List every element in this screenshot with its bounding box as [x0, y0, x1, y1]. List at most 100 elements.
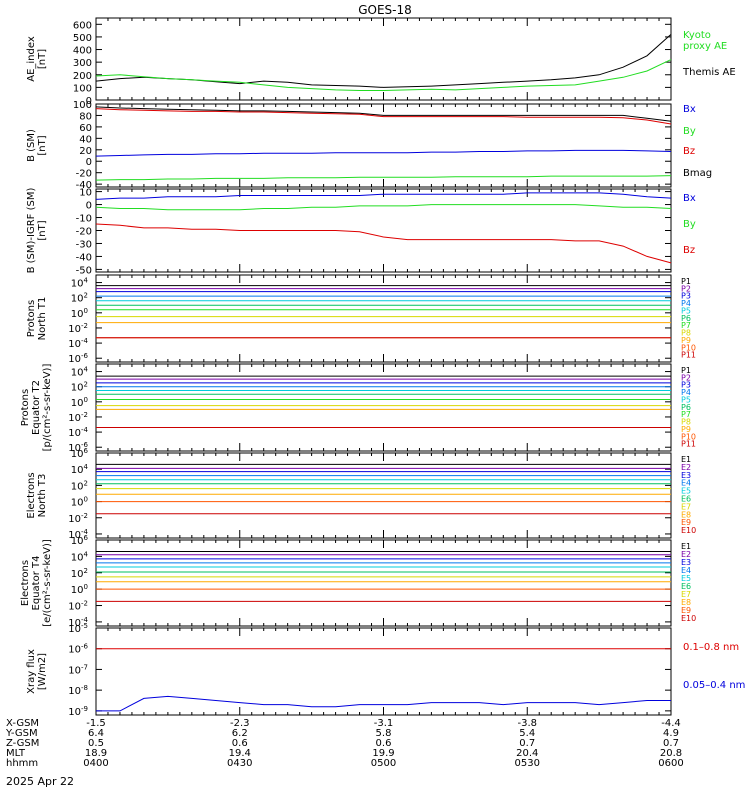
series-line-0-05-0-4-nm: [96, 695, 671, 712]
panel-3: 104 102 100 10-2 10-4 10-6 Protons North T1 P1P2…: [26, 274, 696, 365]
y-tick-label: -50: [76, 265, 92, 276]
y-tick-label: 10-4: [68, 426, 88, 439]
x-row-label: hhmm: [6, 758, 38, 769]
x-tick-value: 0400: [83, 758, 108, 769]
legend-entry: P3: [681, 292, 691, 301]
y-tick-label: 106: [71, 447, 89, 460]
panel-2: 10 0 -10 -20-30 -40 -50 B (SM)-IGRF (SM) [nT] Bx…: [26, 188, 696, 277]
legend-entry: P3: [681, 381, 691, 390]
y-tick-label: 60: [79, 123, 92, 134]
legend-entry: P10: [681, 343, 696, 352]
panel-frame: [95, 274, 672, 363]
y-tick-label: 104: [71, 277, 89, 290]
y-tick-label: 104: [71, 550, 89, 563]
y-tick-label: 10-2: [68, 322, 88, 335]
series-line-by: [95, 175, 672, 181]
legend-entry: E2: [681, 463, 691, 472]
y-tick-label: 10-2: [68, 512, 88, 525]
y-tick-label: 104: [71, 463, 89, 476]
y-axis-label: Protons: [20, 389, 31, 426]
y-axis-label: [nT]: [37, 220, 48, 240]
legend-entry: P1: [681, 366, 691, 375]
y-axis-label: B (SM): [26, 129, 37, 162]
y-tick-label: 100: [71, 396, 88, 409]
y-tick-label: 100: [71, 307, 88, 320]
plot-title: GOES-18: [358, 3, 412, 17]
legend-entry: 0.1–0.8 nm: [683, 642, 739, 653]
panel-7: 10-5 10-6 10-7 10-8 10-9 Xray flux [W/m2] 0.1–0…: [26, 622, 745, 718]
legend-entry: E5: [681, 574, 691, 583]
y-tick-label: 102: [71, 292, 88, 305]
y-tick-label: 10-4: [68, 337, 88, 350]
x-tick-value: 0530: [515, 758, 540, 769]
x-tick-value: -3.1: [374, 718, 394, 729]
legend-entry: By: [683, 126, 696, 137]
y-tick-label: 10-6: [68, 352, 88, 365]
legend-entry: Kyoto: [683, 30, 711, 41]
legend-entry: E10: [681, 526, 696, 535]
legend-entry: E7: [681, 590, 691, 599]
legend-entry: P6: [681, 403, 691, 412]
legend-entry: E7: [681, 502, 691, 511]
x-tick-value: -4.4: [661, 718, 681, 729]
y-tick-label: 100: [73, 83, 92, 94]
legend-entry: P8: [681, 418, 691, 427]
y-axis-label: [p/(cm²-s-sr-keV)]: [42, 364, 53, 452]
legend-entry: E10: [681, 614, 696, 623]
legend-entry: P6: [681, 314, 691, 323]
y-tick-label: 200: [73, 71, 92, 82]
y-axis-label: North T1: [37, 297, 48, 341]
y-axis-label: Electrons: [26, 472, 37, 518]
panel-frame: [95, 627, 672, 716]
legend-entry: Bz: [683, 146, 695, 157]
y-tick-label: 10-7: [68, 663, 88, 676]
legend-entry: P10: [681, 432, 696, 441]
y-tick-label: -40: [76, 252, 92, 263]
y-tick-label: 104: [71, 366, 89, 379]
legend-entry: E4: [681, 479, 691, 488]
y-axis-label: [W/m2]: [37, 653, 48, 690]
series-line-bz: [95, 223, 672, 264]
y-tick-label: 100: [71, 496, 88, 509]
x-row-label: X-GSM: [6, 718, 39, 729]
x-tick-value: 0.5: [88, 738, 104, 749]
y-axis-label: Electrons: [20, 560, 31, 606]
y-tick-label: 10-6: [68, 643, 88, 656]
legend-entry: P1: [681, 277, 691, 286]
y-tick-label: 300: [73, 58, 92, 69]
x-tick-value: 19.4: [229, 748, 251, 759]
y-tick-label: -20: [76, 169, 92, 180]
legend-entry: P8: [681, 329, 691, 338]
y-tick-label: 10-8: [68, 684, 88, 697]
x-tick-value: 0.6: [376, 738, 392, 749]
y-axis-label: [nT]: [37, 49, 48, 69]
x-tick-value: 6.4: [88, 728, 104, 739]
legend-entry: E9: [681, 606, 691, 615]
legend-entry: P4: [681, 299, 691, 308]
x-tick-value: 0.7: [663, 738, 679, 749]
y-axis-label: Equator T2: [31, 380, 42, 435]
y-axis-label: Equator T4: [31, 556, 42, 611]
x-tick-value: 5.8: [376, 728, 392, 739]
legend-entry: P11: [681, 440, 696, 449]
y-tick-label: -40: [76, 180, 92, 191]
y-axis-label: [e/(cm²-s-sr-keV)]: [42, 539, 53, 627]
x-row-label: Y-GSM: [5, 728, 38, 739]
x-row-label: Z-GSM: [6, 738, 39, 749]
legend-entry: P4: [681, 388, 691, 397]
x-tick-value: 20.4: [516, 748, 538, 759]
y-tick-label: 106: [71, 534, 89, 547]
legend-entry: Themis AE: [682, 67, 736, 78]
y-tick-label: 10-9: [68, 705, 88, 718]
y-tick-label: 40: [79, 134, 92, 145]
y-tick-label: 10-2: [68, 600, 88, 613]
series-line-bmag: [95, 106, 672, 122]
legend-entry: E3: [681, 558, 691, 567]
legend-entry: E9: [681, 518, 691, 527]
x-tick-value: 20.8: [660, 748, 682, 759]
legend-entry: P2: [681, 373, 691, 382]
legend-entry: P9: [681, 425, 691, 434]
date-label: 2025 Apr 22: [6, 775, 74, 788]
